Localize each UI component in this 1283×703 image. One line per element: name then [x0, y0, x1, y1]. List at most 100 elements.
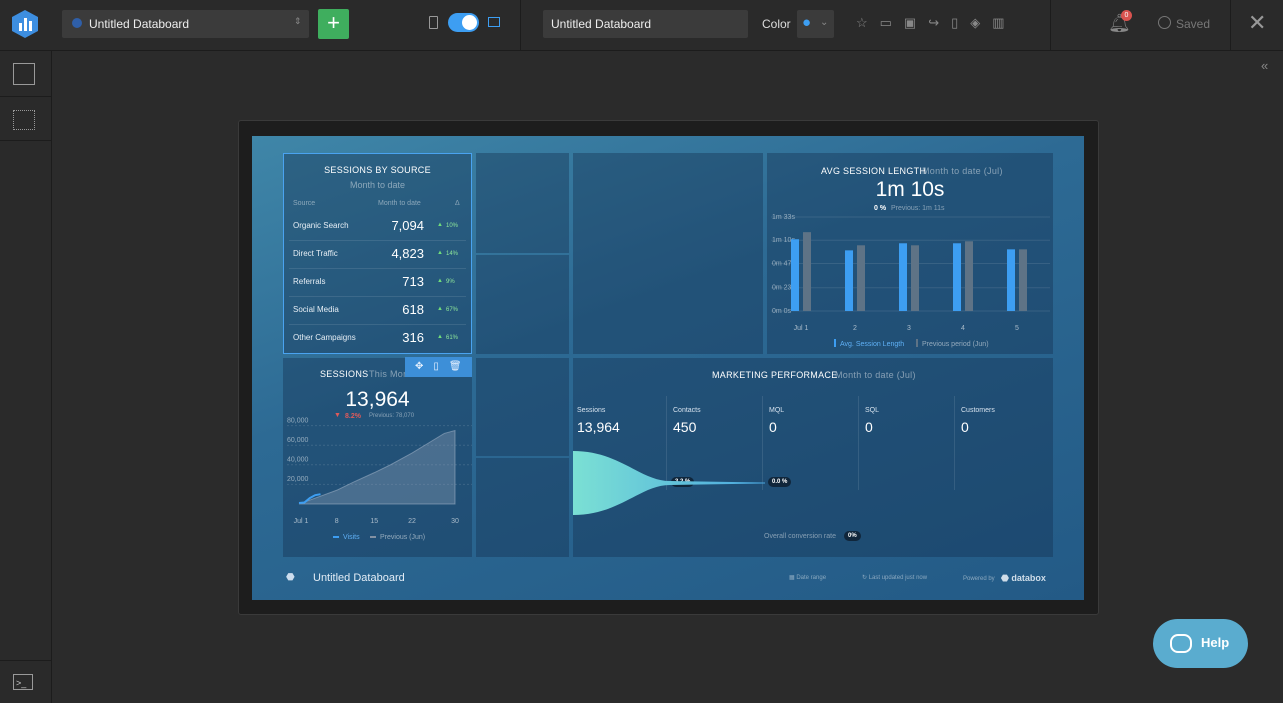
tile-empty[interactable]	[476, 358, 569, 456]
x-tick-label: 3	[907, 325, 911, 332]
legend-swatch	[916, 339, 918, 347]
funnel-shape	[573, 451, 765, 515]
legend-label: Visits	[343, 534, 360, 541]
add-button[interactable]: +	[318, 9, 349, 39]
tile-period[interactable]: Month to date (Jul)	[835, 370, 916, 380]
line	[298, 493, 321, 505]
legend-swatch	[834, 339, 836, 347]
action-icons[interactable]: ☆▭▣↪▯◈▥	[856, 15, 1017, 30]
tile-empty[interactable]	[476, 153, 569, 253]
x-tick-label: 5	[1015, 325, 1019, 332]
tile-sessions-by-source[interactable]	[283, 153, 472, 354]
stage-separator	[954, 396, 955, 490]
y-tick-label: 0m 47s	[772, 260, 795, 267]
kpi-previous: Previous: 78,070	[369, 413, 415, 419]
color-picker[interactable]: ● ⌄	[797, 10, 834, 38]
tile-sessions[interactable]	[283, 358, 472, 557]
kpi-change: 8.2%	[345, 413, 361, 420]
block-toolbar[interactable]: ✥▯🗑︎	[405, 357, 472, 377]
row-change: 14%	[446, 251, 459, 257]
row-source: Direct Traffic	[293, 249, 338, 258]
y-tick-label: 1m 33s	[772, 214, 795, 221]
x-tick-label: 4	[961, 325, 965, 332]
tile-empty[interactable]	[476, 255, 569, 354]
help-button[interactable]: Help	[1153, 619, 1248, 668]
bar	[1007, 249, 1015, 311]
row-source: Organic Search	[293, 221, 349, 230]
collapse-button[interactable]: «	[1261, 58, 1269, 73]
tile-period[interactable]: This Month	[369, 369, 417, 379]
legend-label: Previous period (Jun)	[922, 341, 989, 348]
footer-brand: ⬣ databox	[1001, 573, 1046, 583]
row-value: 7,094	[391, 218, 424, 233]
x-tick-label: 22	[408, 518, 416, 525]
color-label: Color	[762, 17, 791, 31]
column-header: Month to date	[378, 200, 421, 207]
stage-value: 0	[961, 419, 969, 435]
notification-count: 0	[1121, 10, 1132, 21]
console-icon[interactable]: >_	[13, 674, 33, 690]
save-status: Saved	[1176, 17, 1211, 31]
footer-updated: ↻ Last updated just now	[862, 575, 928, 581]
bar	[857, 245, 865, 311]
y-tick-label: 60,000	[287, 437, 309, 444]
x-tick-label: 30	[451, 518, 459, 525]
bar	[1019, 249, 1027, 311]
row-change: 10%	[446, 223, 459, 229]
row-separator	[289, 240, 466, 241]
legend-label: Avg. Session Length	[840, 341, 904, 348]
row-value: 713	[402, 274, 424, 289]
column-header: Δ	[455, 200, 460, 207]
name-input[interactable]: Untitled Databoard	[543, 10, 748, 38]
datablocks-icon[interactable]	[13, 63, 35, 85]
updated-text: Last updated just now	[868, 575, 928, 581]
tile-period[interactable]: Month to date	[349, 180, 406, 190]
logo[interactable]	[10, 9, 40, 39]
x-tick-label: 15	[370, 518, 378, 525]
row-value: 4,823	[391, 246, 424, 261]
column-header: Source	[293, 200, 316, 207]
stage-label: SQL	[865, 407, 880, 414]
overall-label: Overall conversion rate	[764, 533, 836, 540]
tile-marketing-performance[interactable]	[573, 358, 1053, 557]
row-up-arrow: ▲	[437, 250, 443, 256]
bar	[845, 250, 853, 311]
databoard-select[interactable]: Untitled Databoard ⇕	[62, 10, 309, 38]
close-button[interactable]: ✕	[1248, 10, 1267, 35]
tile-avg-session-length[interactable]	[767, 153, 1053, 354]
bar	[803, 232, 811, 311]
tile-empty[interactable]	[573, 153, 763, 354]
desktop-icon[interactable]	[488, 17, 500, 27]
footer-date-range[interactable]: ▦ Date range	[789, 575, 827, 581]
row-up-arrow: ▲	[437, 278, 443, 284]
row-change: 61%	[446, 335, 459, 341]
name-input-text: Untitled Databoard	[551, 17, 652, 31]
row-change: 9%	[446, 279, 455, 285]
tile-period[interactable]: Month to date (Jul)	[922, 166, 1003, 176]
footer-powered: Powered by	[963, 576, 995, 582]
help-text: Help	[1201, 635, 1230, 650]
bar	[911, 245, 919, 311]
row-value: 618	[402, 302, 424, 317]
x-tick-label: Jul 1	[794, 325, 809, 332]
custom-block-icon[interactable]	[13, 110, 35, 130]
divider	[1230, 0, 1231, 50]
divider	[520, 0, 521, 50]
kpi-change: 0 %	[874, 205, 887, 212]
stage-value: 0	[769, 419, 777, 435]
mobile-icon[interactable]	[429, 16, 438, 29]
saved-icon	[1158, 16, 1171, 29]
x-tick-label: Jul 1	[294, 518, 309, 525]
kpi-previous: Previous: 1m 11s	[891, 205, 945, 212]
tile-empty[interactable]	[476, 458, 569, 557]
row-value: 316	[402, 330, 424, 345]
legend-label: Previous (Jun)	[380, 534, 425, 541]
view-toggle[interactable]	[448, 13, 479, 32]
tile-title: SESSIONS BY SOURCE	[324, 165, 431, 175]
footer-logo: ⬣	[286, 572, 295, 583]
y-tick-label: 80,000	[287, 417, 309, 424]
y-tick-label: 0m 0s	[772, 308, 792, 315]
row-source: Referrals	[293, 277, 326, 286]
row-source: Other Campaigns	[293, 333, 356, 342]
